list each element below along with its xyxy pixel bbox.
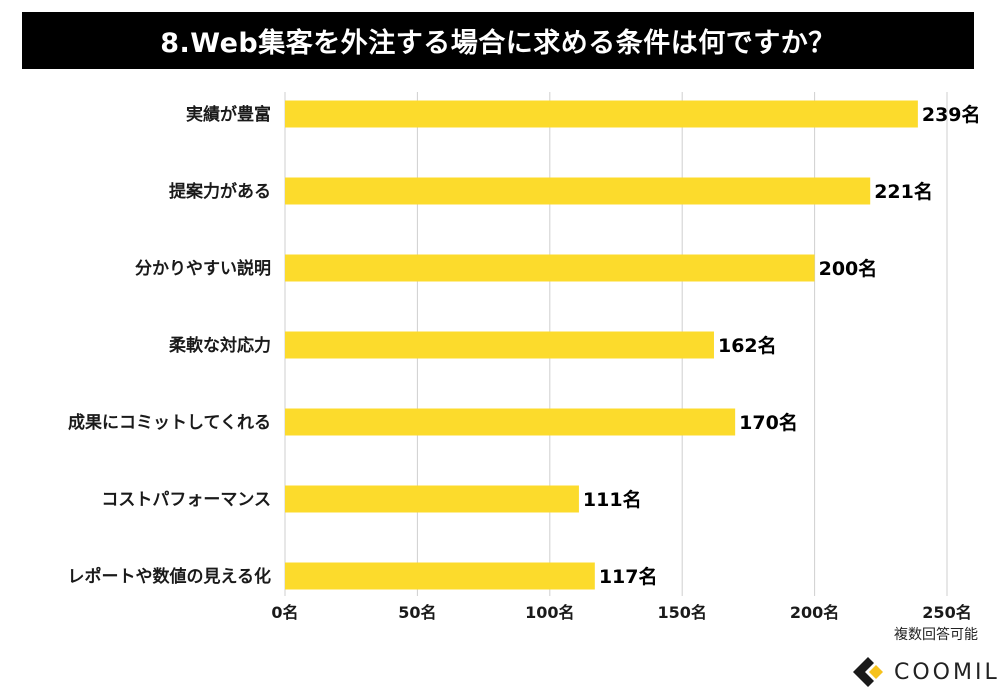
value-label: 111名 bbox=[583, 488, 642, 511]
chart-title: 8.Web集客を外注する場合に求める条件は何ですか？ bbox=[22, 12, 974, 69]
category-label: 実績が豊富 bbox=[186, 104, 271, 125]
brand-name: COOMIL bbox=[894, 659, 1000, 685]
category-label: 提案力がある bbox=[169, 181, 271, 202]
category-label: 分かりやすい説明 bbox=[135, 258, 271, 279]
category-label: レポートや数値の見える化 bbox=[68, 566, 272, 587]
bar bbox=[285, 177, 871, 205]
value-label: 239名 bbox=[922, 103, 981, 126]
value-label: 221名 bbox=[874, 180, 933, 203]
bar bbox=[285, 331, 714, 359]
value-label: 117名 bbox=[599, 565, 658, 588]
bar bbox=[285, 254, 815, 282]
bar bbox=[285, 562, 595, 590]
bar bbox=[285, 485, 579, 513]
coomil-logo-icon bbox=[853, 657, 883, 687]
category-label: 柔軟な対応力 bbox=[169, 335, 271, 356]
category-label: 成果にコミットしてくれる bbox=[68, 412, 271, 433]
tick-label: 50名 bbox=[398, 603, 436, 622]
tick-label: 250名 bbox=[922, 603, 971, 622]
tick-label: 100名 bbox=[525, 603, 574, 622]
tick-label: 200名 bbox=[790, 603, 839, 622]
value-label: 162名 bbox=[718, 334, 777, 357]
tick-label: 0名 bbox=[271, 603, 298, 622]
multiple-answer-note: 複数回答可能 bbox=[894, 627, 978, 643]
brand-logo: COOMIL bbox=[852, 656, 1000, 688]
tick-label: 150名 bbox=[657, 603, 706, 622]
category-label: コストパフォーマンス bbox=[101, 490, 271, 510]
value-label: 170名 bbox=[739, 411, 798, 434]
value-label: 200名 bbox=[819, 257, 878, 280]
bar bbox=[285, 408, 736, 436]
bar bbox=[285, 100, 918, 128]
